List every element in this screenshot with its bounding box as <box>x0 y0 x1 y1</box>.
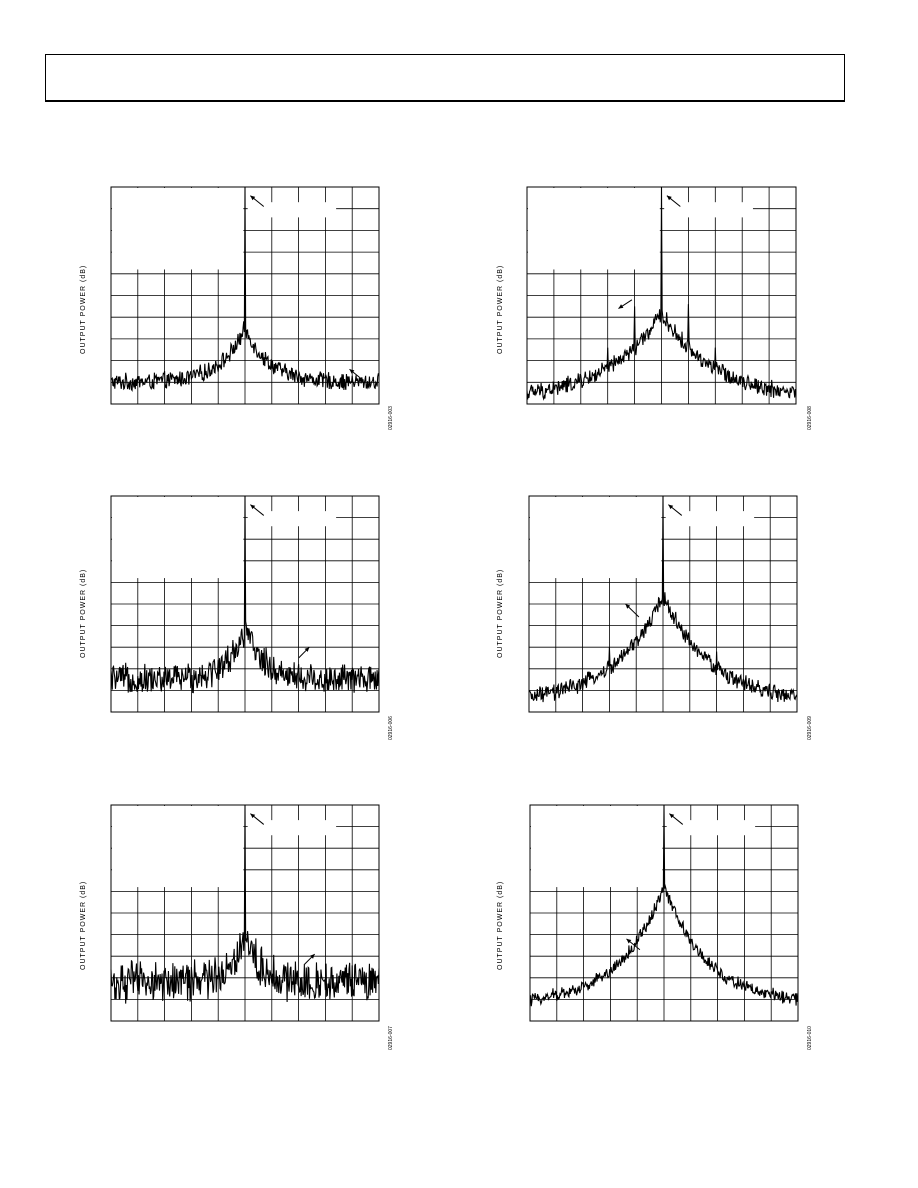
plot-frame <box>529 804 799 1022</box>
chart-1 <box>110 186 380 405</box>
chart-3 <box>110 495 380 713</box>
y-axis-label: OUTPUT POWER (dB) <box>80 880 87 970</box>
arrow-head <box>309 954 315 959</box>
arrow-head <box>668 504 674 510</box>
y-axis-label: OUTPUT POWER (dB) <box>497 264 504 354</box>
arrow-head <box>625 604 631 609</box>
annotation-box <box>666 820 756 836</box>
figure-id: 02916-006 <box>388 716 394 740</box>
arrow-head <box>250 504 256 510</box>
annotation-box <box>112 806 244 888</box>
y-axis-label: OUTPUT POWER (dB) <box>80 568 87 658</box>
figure-id: 02916-007 <box>388 1026 394 1050</box>
chart-5 <box>110 804 380 1022</box>
figure-id: 02916-010 <box>807 1026 813 1050</box>
page-header-box <box>45 54 845 102</box>
annotation-box <box>530 497 662 579</box>
figure-id: 02916-009 <box>807 716 813 740</box>
annotation-box <box>664 202 753 218</box>
annotation-box <box>665 511 755 527</box>
y-axis-label: OUTPUT POWER (dB) <box>80 264 87 354</box>
annotation-box <box>247 820 337 836</box>
chart-6 <box>529 804 799 1022</box>
chart-4 <box>528 495 798 713</box>
plot-frame <box>528 495 798 713</box>
figure-id: 02916-003 <box>388 406 394 430</box>
annotation-box <box>112 497 244 579</box>
plot-frame <box>526 186 797 405</box>
plot-frame <box>110 186 380 405</box>
arrow-head <box>250 195 256 201</box>
y-axis-label: OUTPUT POWER (dB) <box>497 880 504 970</box>
annotation-box <box>247 202 337 218</box>
arrow-head <box>618 304 624 309</box>
chart-2 <box>526 186 797 405</box>
annotation-box <box>531 806 663 888</box>
y-axis-label: OUTPUT POWER (dB) <box>497 568 504 658</box>
plot-frame <box>110 495 380 713</box>
arrow-head <box>626 938 632 944</box>
annotation-box <box>528 188 660 270</box>
arrow-head <box>666 195 672 201</box>
figure-id: 02916-008 <box>807 406 813 430</box>
arrow-head <box>250 813 256 819</box>
arrow-head <box>349 369 355 374</box>
annotation-box <box>247 511 337 527</box>
annotation-box <box>112 188 244 270</box>
arrow-head <box>669 813 675 819</box>
arrow-head <box>304 647 310 652</box>
plot-frame <box>110 804 380 1022</box>
